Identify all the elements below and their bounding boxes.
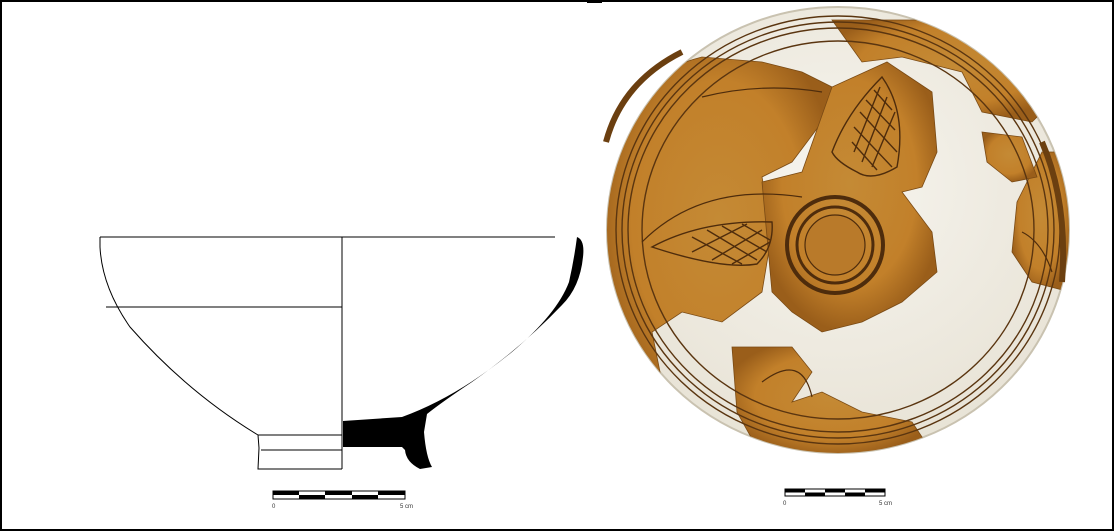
scale-seg-1a (273, 491, 299, 495)
scale-seg-2a (325, 491, 352, 495)
incised-arcs (641, 87, 1053, 398)
scale-start-label-right: 0 (783, 501, 787, 507)
scale-seg-2b (352, 495, 378, 499)
scale-start-label: 0 (272, 504, 276, 510)
scale-seg-r1b (805, 492, 825, 496)
scale-end-label-right: 5 cm (879, 501, 892, 507)
right-scale-bar: 0 5 cm (783, 488, 892, 507)
leaf-motif-top (831, 75, 901, 177)
scale-seg-r2b (845, 492, 865, 496)
leaf-motif-left (650, 221, 773, 266)
left-scale-bar: 0 5 cm (272, 490, 413, 510)
section-profile (343, 237, 584, 469)
rim-edge-left (603, 49, 684, 143)
glaze-fragment-center (761, 61, 938, 333)
rim-edge-right (1039, 140, 1067, 283)
rim-bands (615, 15, 1061, 445)
exterior-outline (99, 237, 342, 470)
scale-seg-1b (299, 495, 325, 499)
profile-drawing (99, 236, 584, 470)
scale-seg-3a (378, 491, 405, 495)
scale-end-label: 5 cm (400, 504, 413, 510)
scale-seg-r1a (785, 489, 805, 493)
scale-seg-r3a (865, 489, 885, 493)
central-medallion (785, 195, 885, 295)
scale-seg-r2a (825, 489, 845, 493)
bowl-photograph (603, 6, 1070, 454)
